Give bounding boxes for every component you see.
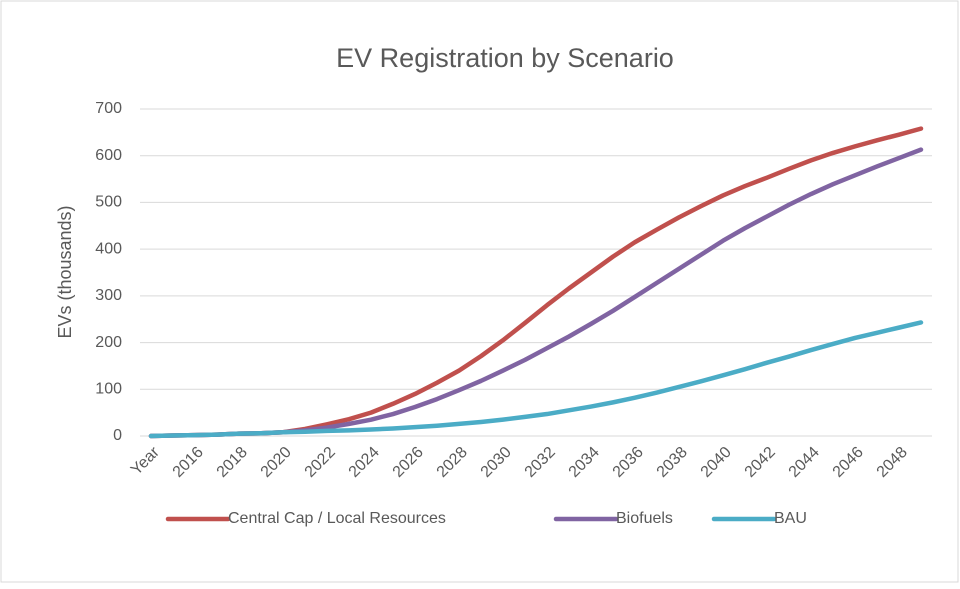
y-tick-label: 500 xyxy=(95,194,122,211)
y-tick-label: 200 xyxy=(95,334,122,351)
y-tick-label: 700 xyxy=(95,100,122,117)
series-line xyxy=(148,320,924,439)
legend-label: BAU xyxy=(774,510,807,527)
y-tick-label: 100 xyxy=(95,381,122,398)
y-axis-label: EVs (thousands) xyxy=(55,205,75,338)
y-tick-label: 400 xyxy=(95,240,122,257)
legend-label: Central Cap / Local Resources xyxy=(228,510,446,527)
y-tick-label: 0 xyxy=(113,427,122,444)
y-tick-label: 600 xyxy=(95,147,122,164)
chart-title: EV Registration by Scenario xyxy=(336,43,674,73)
y-tick-label: 300 xyxy=(95,287,122,304)
legend-label: Biofuels xyxy=(616,510,673,527)
